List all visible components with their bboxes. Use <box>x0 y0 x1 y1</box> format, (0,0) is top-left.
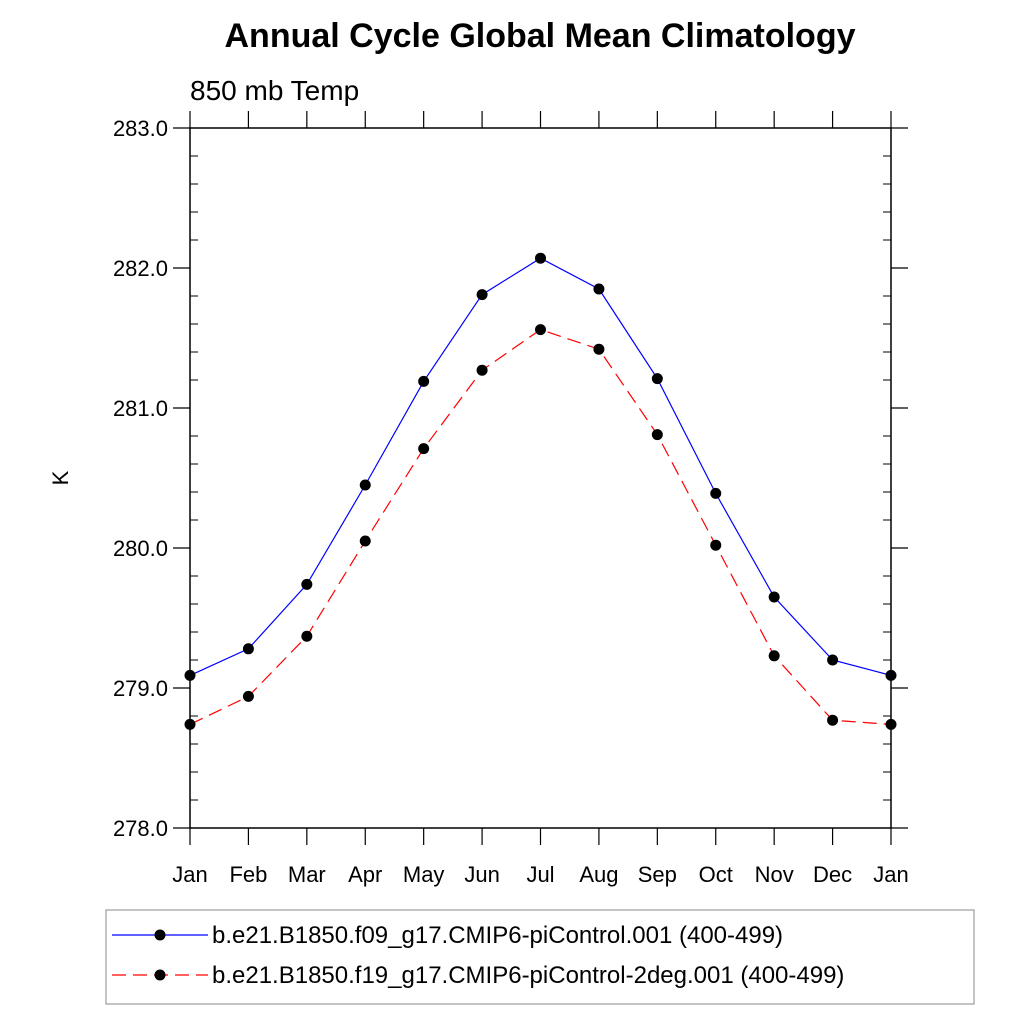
y-tick-label: 282.0 <box>113 256 168 281</box>
legend-label-1: b.e21.B1850.f09_g17.CMIP6-piControl.001 … <box>212 922 783 949</box>
y-tick-label: 279.0 <box>113 676 168 701</box>
series-1-point <box>301 578 313 590</box>
x-tick-label: Aug <box>579 862 618 887</box>
series-1-point <box>359 479 371 491</box>
x-tick-label: May <box>403 862 445 887</box>
series-layer <box>184 252 897 730</box>
series-1-point <box>535 252 546 264</box>
series-1-point <box>710 487 722 499</box>
series-2-point <box>184 718 196 730</box>
series-2-point <box>651 429 663 441</box>
series-2-point <box>359 535 371 547</box>
series-2-point <box>768 650 780 662</box>
y-tick-label: 280.0 <box>113 536 168 561</box>
y-tick-label: 281.0 <box>113 396 168 421</box>
legend-marker-1 <box>154 929 166 941</box>
y-tick-label: 278.0 <box>113 816 168 841</box>
x-tick-label: Nov <box>755 862 794 887</box>
x-tick-label: Apr <box>348 862 382 887</box>
x-tick-label: Jan <box>172 862 207 887</box>
chart-title: Annual Cycle Global Mean Climatology <box>225 17 856 55</box>
legend: b.e21.B1850.f09_g17.CMIP6-piControl.001 … <box>112 922 844 989</box>
series-2-point <box>301 630 313 642</box>
series-1-point <box>885 669 897 681</box>
series-2-point <box>710 539 722 551</box>
chart-subtitle: 850 mb Temp <box>190 75 359 106</box>
x-tick-label: Jan <box>873 862 908 887</box>
x-tick-label: Feb <box>229 862 267 887</box>
y-tick-label: 283.0 <box>113 116 168 141</box>
y-axis-label: K <box>48 470 73 485</box>
series-2-point <box>535 324 546 336</box>
x-tick-label: Sep <box>638 862 677 887</box>
legend-marker-2 <box>154 969 166 981</box>
x-tick-label: Dec <box>813 862 852 887</box>
legend-box <box>105 909 975 1005</box>
major-ticks <box>173 111 908 845</box>
series-2-point <box>242 690 254 702</box>
series-1-point <box>184 669 196 681</box>
x-tick-label: Jun <box>464 862 499 887</box>
minor-ticks <box>190 155 891 801</box>
series-2-point <box>885 718 897 730</box>
y-tick-labels: 278.0 279.0 280.0 281.0 282.0 283.0 <box>113 116 168 841</box>
series-1-point <box>651 373 663 385</box>
series-1-point <box>418 375 430 387</box>
series-1-point <box>827 654 839 666</box>
series-1-point <box>476 289 488 301</box>
series-2-point <box>418 443 430 455</box>
x-tick-label: Mar <box>288 862 326 887</box>
series-2-point <box>827 714 839 726</box>
x-tick-label: Jul <box>526 862 554 887</box>
series-1-point <box>768 591 780 603</box>
legend-label-2: b.e21.B1850.f19_g17.CMIP6-piControl-2deg… <box>212 962 844 989</box>
series-1-point <box>593 283 605 295</box>
series-1-point <box>242 643 254 655</box>
x-tick-label: Oct <box>699 862 733 887</box>
series-2-point <box>476 364 488 376</box>
series-2-point <box>593 343 605 355</box>
x-tick-labels: Jan Feb Mar Apr May Jun Jul Aug Sep Oct Nov Dec Jan <box>172 862 908 887</box>
